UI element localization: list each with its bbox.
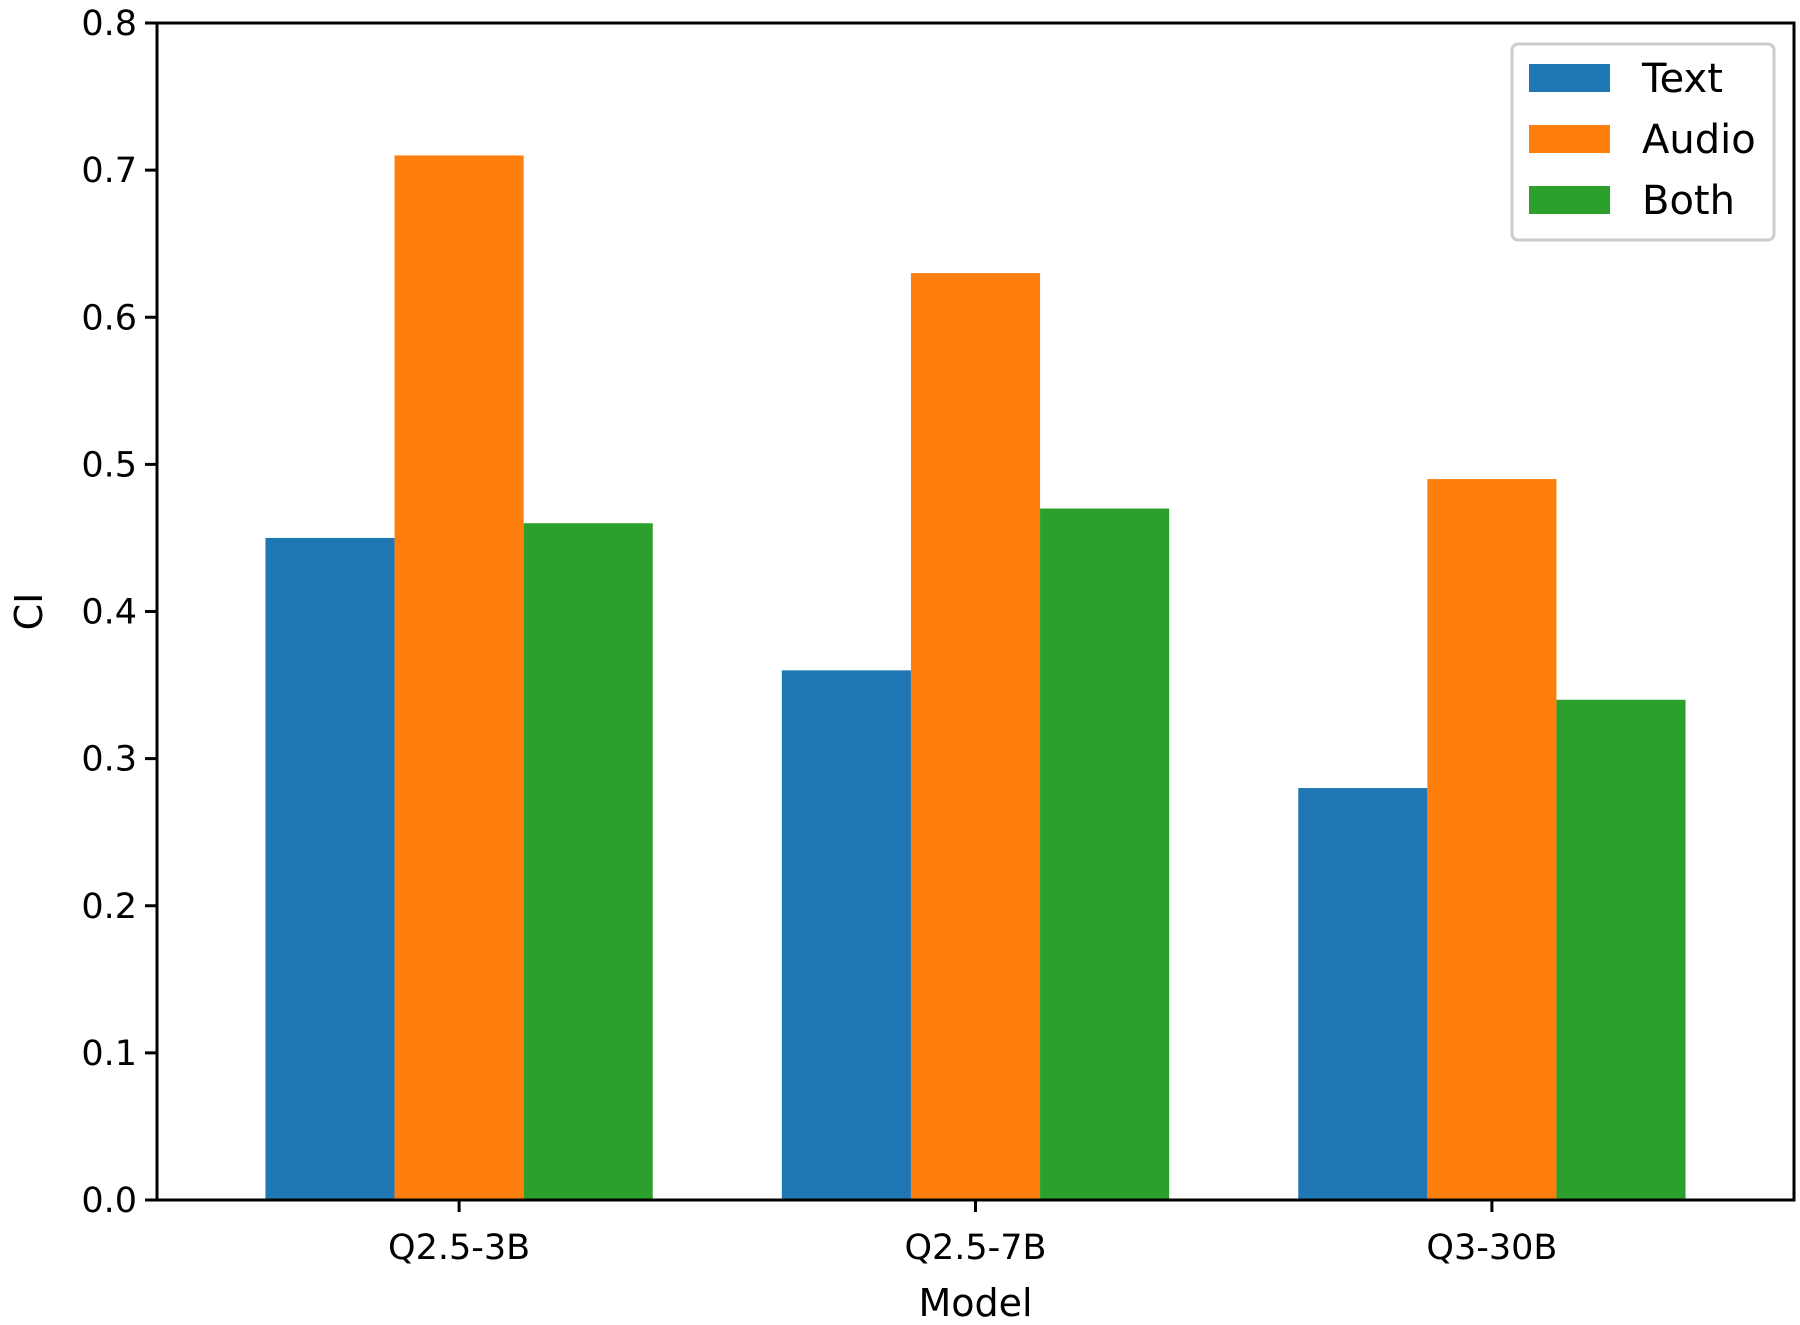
x-axis: Q2.5-3B Q2.5-7B Q3-30B <box>388 1200 1557 1268</box>
legend-swatch-text <box>1529 64 1610 92</box>
y-tick-label: 0.3 <box>81 740 137 780</box>
x-tick-label: Q2.5-3B <box>388 1228 530 1268</box>
x-tick-label: Q3-30B <box>1426 1228 1557 1268</box>
x-tick-label: Q2.5-7B <box>904 1228 1046 1268</box>
y-tick-label: 0.8 <box>81 4 137 44</box>
y-axis: 0.0 0.1 0.2 0.3 0.4 0.5 0.6 0.7 0.8 <box>81 4 157 1221</box>
y-tick-label: 0.2 <box>81 887 137 927</box>
y-axis-label: CI <box>7 593 51 631</box>
bar-text-q2.5-3b <box>265 537 395 1200</box>
legend: Text Audio Both <box>1510 42 1776 242</box>
legend-label-audio: Audio <box>1642 117 1756 163</box>
bar-text-q3-30b <box>1298 788 1428 1200</box>
bar-audio-q2.5-7b <box>910 273 1041 1200</box>
bar-both-q3-30b <box>1556 699 1686 1200</box>
y-tick-label: 0.7 <box>81 151 137 191</box>
y-tick-label: 0.4 <box>81 593 137 633</box>
y-tick-label: 0.0 <box>81 1181 137 1221</box>
y-tick-label: 0.5 <box>81 445 137 485</box>
bar-both-q2.5-7b <box>1040 508 1170 1200</box>
legend-swatch-audio <box>1529 125 1610 153</box>
y-tick-label: 0.1 <box>81 1034 137 1074</box>
bars-layer <box>265 155 1686 1201</box>
legend-label-text: Text <box>1641 56 1723 102</box>
bar-audio-q3-30b <box>1427 479 1557 1200</box>
x-axis-label: Model <box>918 1281 1032 1325</box>
bar-both-q2.5-3b <box>523 523 653 1200</box>
bar-audio-q2.5-3b <box>394 155 524 1201</box>
y-tick-label: 0.6 <box>81 298 137 338</box>
bar-text-q2.5-7b <box>781 670 911 1200</box>
legend-swatch-both <box>1529 186 1610 214</box>
legend-label-both: Both <box>1642 178 1735 224</box>
